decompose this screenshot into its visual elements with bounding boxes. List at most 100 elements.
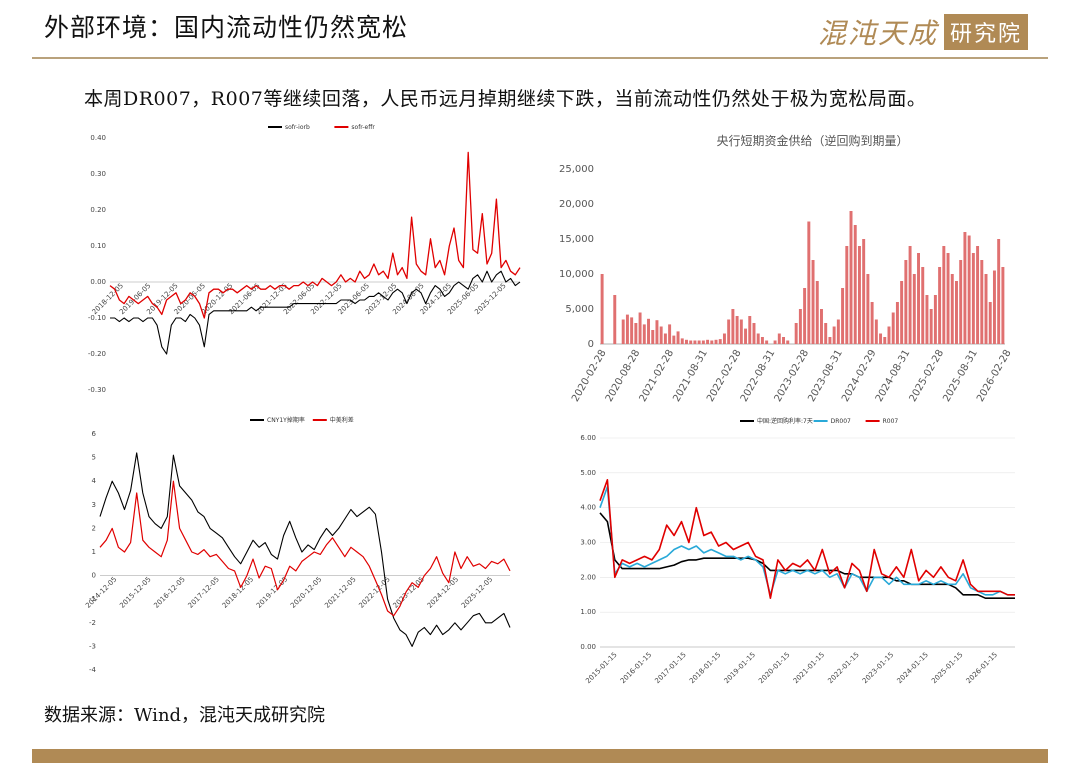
x-tick-label: 2015-12-05	[118, 575, 152, 609]
y-tick-label: 5.00	[580, 469, 596, 477]
x-tick-label: 2020-01-15	[757, 651, 791, 685]
x-tick-label: 2016-12-05	[152, 575, 186, 609]
bar	[714, 339, 718, 344]
x-tick-label: 2023-12-05	[392, 575, 426, 609]
bar	[815, 281, 819, 344]
bar	[836, 319, 840, 344]
x-tick-label: 2019-12-05	[255, 575, 289, 609]
bar	[693, 340, 697, 344]
x-tick-label: 2024-12-05	[426, 575, 460, 609]
series-line-2	[599, 486, 1015, 596]
footer-bar	[32, 749, 1048, 763]
bar	[655, 320, 659, 344]
y-tick-label: -4	[89, 666, 97, 674]
bar	[689, 340, 693, 344]
bar	[925, 295, 929, 344]
x-tick-label: 2022-08-31	[739, 348, 778, 404]
legend-label: 中国:逆回购利率:7天	[757, 417, 813, 425]
y-tick-label: 2	[92, 524, 96, 532]
bar	[950, 274, 954, 344]
bar	[912, 274, 916, 344]
bar	[642, 324, 646, 344]
series-line-2	[99, 480, 511, 617]
data-source-note: 数据来源：Wind，混沌天成研究院	[44, 705, 326, 726]
bar	[824, 323, 828, 344]
bar	[680, 338, 684, 344]
chart-sofr-spread: 0.400.300.200.100.00-0.10-0.20-0.302018-…	[88, 124, 521, 394]
chart-reverse-repo-maturity: 央行短期资金供给（逆回购到期量） 25,000 20,000 15,000 10,000…	[559, 133, 1014, 404]
chart-cny-swap-spread: 6 5 4 3 2 1 0 -1 -2 -3 -4 2014-12-05 2015-12-05 2016-…	[84, 416, 511, 674]
bar	[697, 340, 701, 344]
chart-title: 央行短期资金供给（逆回购到期量）	[716, 133, 908, 148]
y-tick-label: 4	[92, 477, 97, 485]
y-tick-label: 0.00	[90, 278, 106, 286]
y-tick-label: 0.00	[580, 643, 596, 651]
x-tick-label: 2022-01-15	[826, 651, 860, 685]
bar	[807, 221, 811, 344]
y-tick-label: 0.10	[90, 242, 106, 250]
x-tick-label: 2023-08-31	[806, 348, 845, 404]
bar	[744, 328, 748, 344]
y-tick-label: 3	[92, 501, 96, 509]
bar	[967, 235, 971, 344]
bar	[976, 246, 980, 344]
x-tick-label: 2020-12-05	[289, 575, 323, 609]
bar	[879, 333, 883, 344]
bar	[777, 333, 781, 344]
y-tick-label: -2	[89, 619, 96, 627]
bar	[765, 340, 769, 344]
bar	[984, 274, 988, 344]
logo-text: 混沌天成	[817, 17, 938, 50]
bar	[803, 288, 807, 344]
bar	[706, 339, 710, 344]
bar	[988, 302, 992, 344]
y-tick-label: -1	[89, 595, 96, 603]
brand-logo: 混沌天成 研究院	[818, 12, 1028, 52]
bar	[672, 335, 676, 344]
bar	[638, 312, 642, 344]
y-tick-label: 0.40	[90, 134, 106, 142]
y-tick-label: 2.00	[580, 573, 596, 581]
x-tick-label: 2019-01-15	[723, 651, 757, 685]
x-tick-label: 2024-08-31	[874, 348, 913, 404]
bar	[866, 274, 870, 344]
bar	[828, 337, 832, 344]
y-tick-label: 5	[92, 454, 96, 462]
y-tick-label: 15,000	[559, 234, 594, 245]
bar	[929, 309, 933, 344]
bar	[739, 319, 743, 344]
x-tick-label: 2014-12-05	[84, 575, 118, 609]
bar	[955, 281, 958, 344]
series-line-2	[109, 151, 521, 319]
bar	[857, 246, 861, 344]
bar	[634, 323, 638, 344]
bar	[710, 340, 714, 344]
bar	[917, 253, 920, 344]
y-tick-label: 5,000	[565, 304, 594, 315]
x-tick-label: 2026-01-15	[965, 651, 999, 685]
bar	[811, 260, 815, 344]
bar	[870, 302, 874, 344]
bar	[621, 319, 625, 344]
bar	[891, 312, 895, 344]
legend-label: sofr-effr	[351, 124, 375, 131]
bar	[853, 225, 857, 344]
bar	[874, 319, 878, 344]
bar	[786, 340, 790, 344]
bar	[938, 267, 942, 344]
headline-text: 本周DR007，R007等继续回落，人民币远月掉期继续下跌，当前流动性仍然处于极…	[84, 88, 927, 110]
bar	[756, 333, 760, 344]
x-tick-label: 2020-02-28	[570, 348, 609, 404]
bar	[760, 337, 764, 344]
page-title: 外部环境：国内流动性仍然宽松	[44, 13, 409, 42]
y-tick-label: -3	[89, 642, 96, 650]
x-tick-label: 2021-01-15	[792, 651, 826, 685]
legend-label: DR007	[831, 418, 851, 425]
bar	[727, 319, 731, 344]
bar	[794, 323, 798, 344]
y-tick-label: 6	[92, 430, 97, 438]
y-tick-label: 1.00	[580, 608, 596, 616]
bar	[773, 340, 777, 344]
bar	[997, 239, 1001, 344]
y-tick-label: 4.00	[580, 504, 596, 512]
